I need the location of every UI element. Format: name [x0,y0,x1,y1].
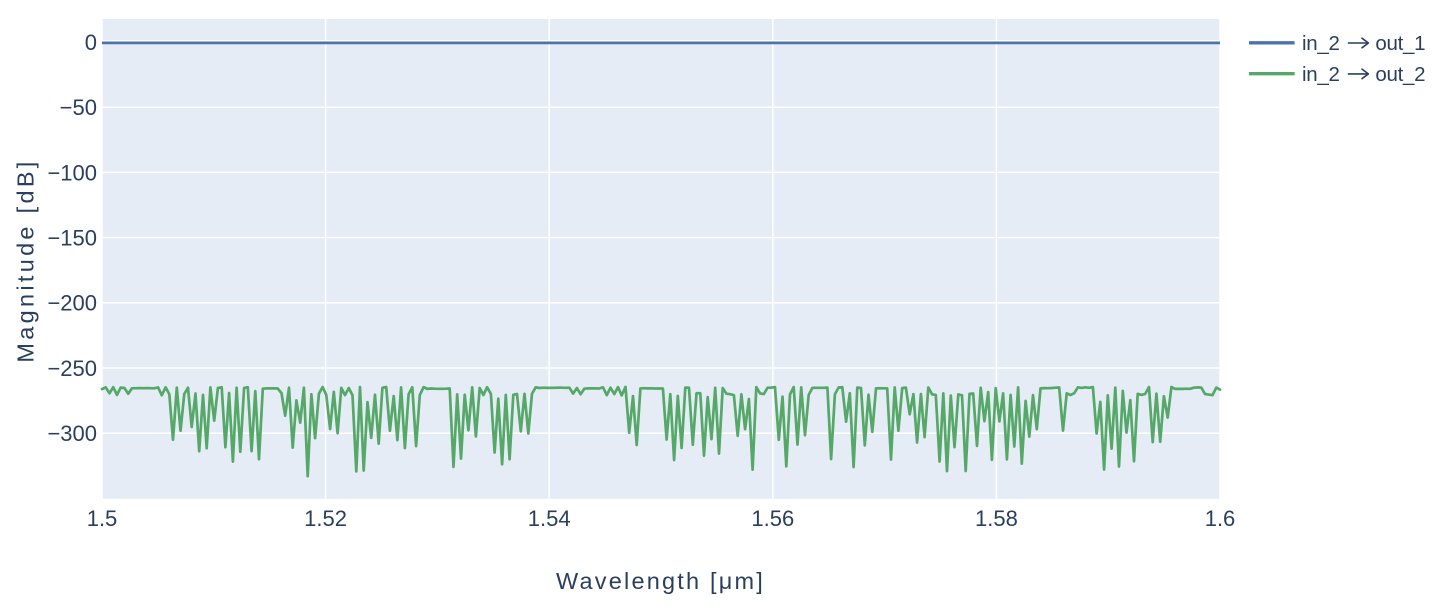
svg-text:out_2: out_2 [1375,63,1425,86]
svg-text:1.5: 1.5 [87,506,118,531]
svg-text:−200: −200 [47,291,97,316]
svg-text:Magnitude [dB]: Magnitude [dB] [13,158,39,362]
svg-text:in_2: in_2 [1302,63,1340,86]
svg-text:out_1: out_1 [1375,32,1425,55]
svg-text:−50: −50 [60,95,97,120]
svg-text:−100: −100 [47,160,97,185]
svg-text:−300: −300 [47,421,97,446]
svg-text:1.6: 1.6 [1205,506,1236,531]
svg-text:Wavelength [μm]: Wavelength [μm] [556,568,765,594]
svg-text:1.52: 1.52 [304,506,347,531]
svg-text:0: 0 [85,30,97,55]
svg-text:1.56: 1.56 [751,506,794,531]
svg-text:−250: −250 [47,356,97,381]
svg-text:−150: −150 [47,226,97,251]
svg-text:1.58: 1.58 [975,506,1018,531]
svg-text:1.54: 1.54 [528,506,571,531]
svg-text:in_2: in_2 [1302,32,1340,55]
